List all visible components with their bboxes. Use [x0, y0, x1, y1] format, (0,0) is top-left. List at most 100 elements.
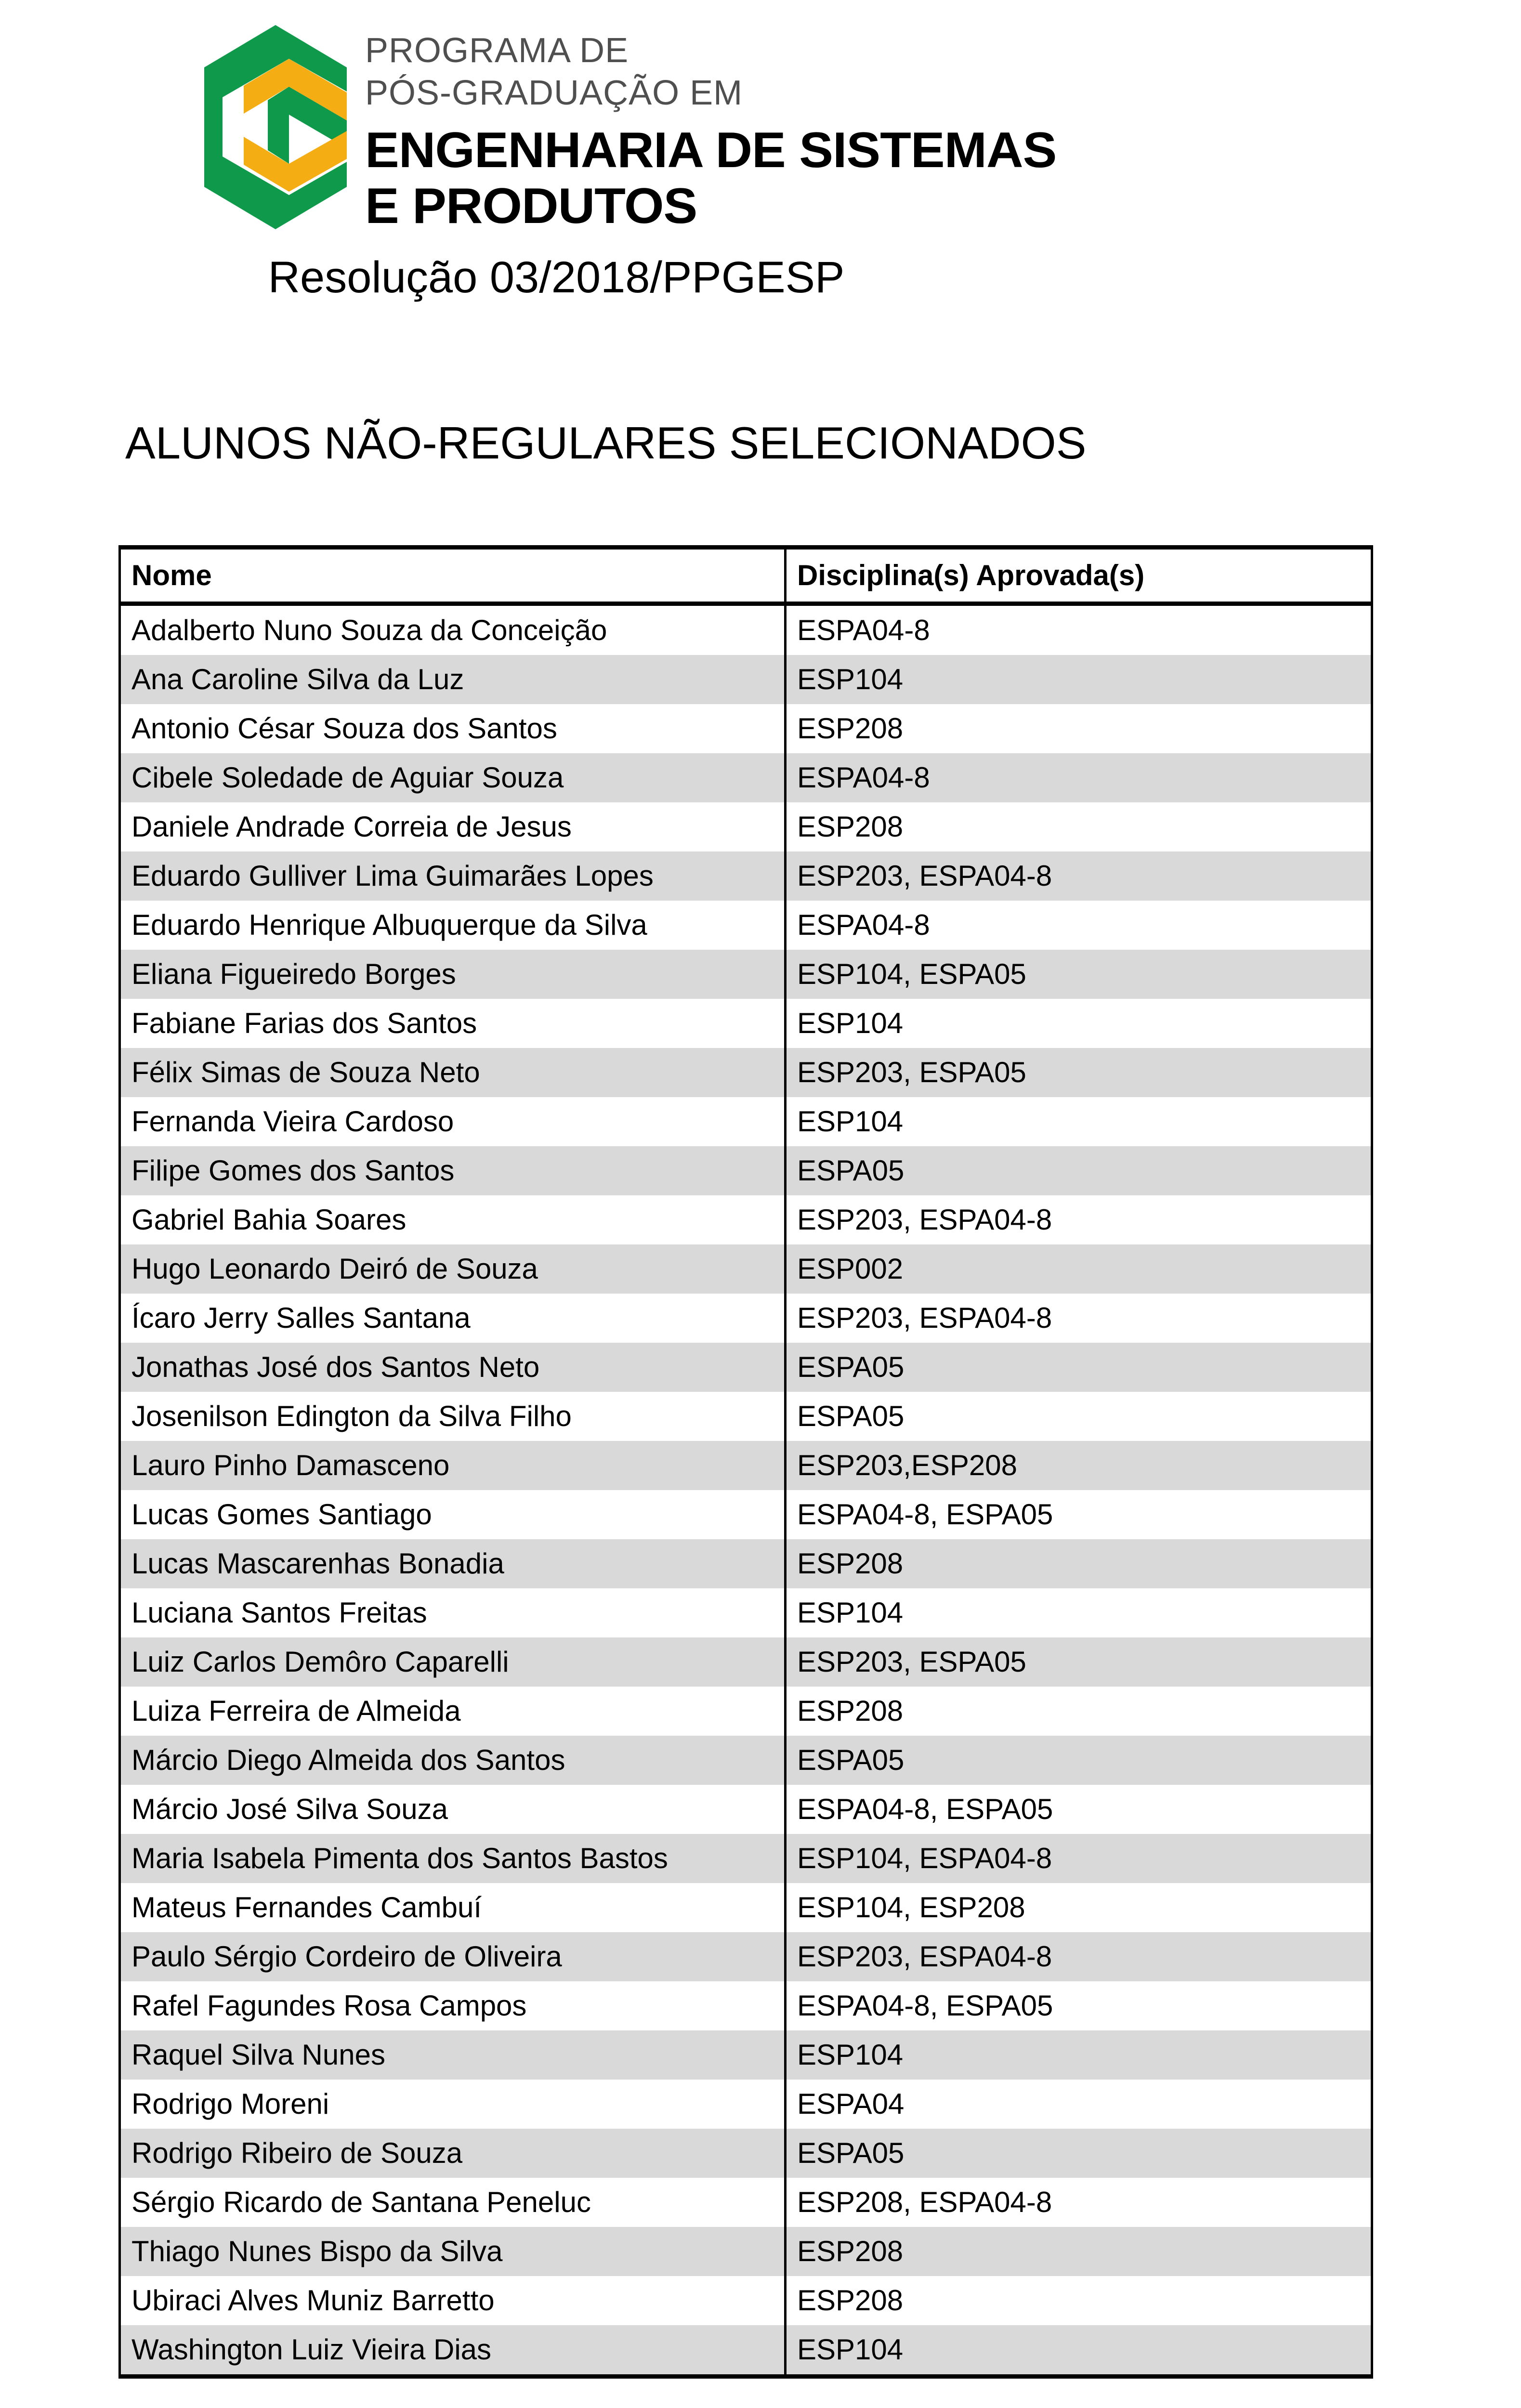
cell-nome: Filipe Gomes dos Santos — [118, 1146, 787, 1195]
cell-nome: Fernanda Vieira Cardoso — [118, 1097, 787, 1146]
cell-nome: Sérgio Ricardo de Santana Peneluc — [118, 2178, 787, 2227]
table-row: Márcio Diego Almeida dos Santos ESPA05 — [118, 1736, 1373, 1785]
cell-disciplinas: ESPA04-8, ESPA05 — [784, 1490, 1373, 1539]
cell-nome: Adalberto Nuno Souza da Conceição — [118, 603, 787, 655]
table-row: Thiago Nunes Bispo da Silva ESP208 — [118, 2227, 1373, 2276]
table-row: Lauro Pinho Damasceno ESP203,ESP208 — [118, 1441, 1373, 1490]
table-row: Maria Isabela Pimenta dos Santos Bastos E… — [118, 1834, 1373, 1883]
cell-disciplinas: ESP104 — [784, 655, 1373, 704]
column-header-disciplinas: Disciplina(s) Aprovada(s) — [784, 545, 1373, 606]
table-row: Cibele Soledade de Aguiar Souza ESPA04-8 — [118, 753, 1373, 802]
cell-nome: Luciana Santos Freitas — [118, 1588, 787, 1637]
cell-nome: Félix Simas de Souza Neto — [118, 1048, 787, 1097]
table-row: Filipe Gomes dos Santos ESPA05 — [118, 1146, 1373, 1195]
logo-line-e-produtos: E PRODUTOS — [365, 178, 697, 235]
table-row: Hugo Leonardo Deiró de Souza ESP002 — [118, 1244, 1373, 1294]
cell-disciplinas: ESPA04-8 — [784, 901, 1373, 950]
cell-disciplinas: ESPA05 — [784, 1146, 1373, 1195]
table-row: Luiz Carlos Demôro Caparelli ESP203, ESPA… — [118, 1637, 1373, 1687]
cell-disciplinas: ESP104 — [784, 2325, 1373, 2379]
table-row: Rodrigo Ribeiro de Souza ESPA05 — [118, 2129, 1373, 2178]
cell-nome: Eduardo Gulliver Lima Guimarães Lopes — [118, 851, 787, 901]
program-logo-header: PROGRAMA DE PÓS-GRADUAÇÃO EM ENGENHARIA … — [202, 19, 1057, 235]
cell-nome: Márcio José Silva Souza — [118, 1785, 787, 1834]
cell-disciplinas: ESP203, ESPA04-8 — [784, 1195, 1373, 1244]
table-row: Ícaro Jerry Salles Santana ESP203, ESPA04… — [118, 1294, 1373, 1343]
table-row: Jonathas José dos Santos Neto ESPA05 — [118, 1343, 1373, 1392]
cell-nome: Washington Luiz Vieira Dias — [118, 2325, 787, 2379]
section-heading: ALUNOS NÃO-REGULARES SELECIONADOS — [125, 418, 1087, 468]
document-title: Resolução 03/2018/PPGESP — [268, 253, 845, 302]
table-row: Fernanda Vieira Cardoso ESP104 — [118, 1097, 1373, 1146]
cell-nome: Márcio Diego Almeida dos Santos — [118, 1736, 787, 1785]
table-row: Mateus Fernandes Cambuí ESP104, ESP208 — [118, 1883, 1373, 1932]
cell-nome: Ubiraci Alves Muniz Barretto — [118, 2276, 787, 2325]
cell-nome: Josenilson Edington da Silva Filho — [118, 1392, 787, 1441]
cell-nome: Hugo Leonardo Deiró de Souza — [118, 1244, 787, 1294]
table-row: Lucas Gomes Santiago ESPA04-8, ESPA05 — [118, 1490, 1373, 1539]
table-row: Eliana Figueiredo Borges ESP104, ESPA05 — [118, 950, 1373, 999]
cell-nome: Paulo Sérgio Cordeiro de Oliveira — [118, 1932, 787, 1981]
cell-disciplinas: ESP104 — [784, 999, 1373, 1048]
cell-nome: Mateus Fernandes Cambuí — [118, 1883, 787, 1932]
cell-disciplinas: ESP203, ESPA04-8 — [784, 1932, 1373, 1981]
table-row: Antonio César Souza dos Santos ESP208 — [118, 704, 1373, 753]
cell-disciplinas: ESP203, ESPA04-8 — [784, 851, 1373, 901]
cell-nome: Lucas Gomes Santiago — [118, 1490, 787, 1539]
cell-nome: Eliana Figueiredo Borges — [118, 950, 787, 999]
cell-disciplinas: ESPA04-8 — [784, 603, 1373, 655]
cell-disciplinas: ESP208, ESPA04-8 — [784, 2178, 1373, 2227]
cell-nome: Raquel Silva Nunes — [118, 2030, 787, 2080]
cell-nome: Jonathas José dos Santos Neto — [118, 1343, 787, 1392]
cell-nome: Thiago Nunes Bispo da Silva — [118, 2227, 787, 2276]
selected-students-table: Nome Disciplina(s) Aprovada(s) Adalberto… — [118, 545, 1373, 2379]
column-header-nome: Nome — [118, 545, 787, 606]
cell-nome: Maria Isabela Pimenta dos Santos Bastos — [118, 1834, 787, 1883]
table-row: Luciana Santos Freitas ESP104 — [118, 1588, 1373, 1637]
logo-line-engenharia-de-sistemas: ENGENHARIA DE SISTEMAS — [365, 122, 1057, 178]
cell-disciplinas: ESP208 — [784, 1687, 1373, 1736]
cell-nome: Rafel Fagundes Rosa Campos — [118, 1981, 787, 2030]
cell-disciplinas: ESP104 — [784, 1097, 1373, 1146]
cell-disciplinas: ESP203, ESPA04-8 — [784, 1294, 1373, 1343]
table-header-row: Nome Disciplina(s) Aprovada(s) — [118, 545, 1373, 606]
table-row: Ana Caroline Silva da Luz ESP104 — [118, 655, 1373, 704]
cell-disciplinas: ESPA04-8, ESPA05 — [784, 1981, 1373, 2030]
table-row: Ubiraci Alves Muniz Barretto ESP208 — [118, 2276, 1373, 2325]
logo-line-pos-graduacao: PÓS-GRADUAÇÃO EM — [365, 73, 743, 112]
table-row: Lucas Mascarenhas Bonadia ESP208 — [118, 1539, 1373, 1588]
table-row: Eduardo Henrique Albuquerque da Silva ESP… — [118, 901, 1373, 950]
logo-wordmark: PROGRAMA DE PÓS-GRADUAÇÃO EM ENGENHARIA … — [365, 30, 1057, 235]
cell-disciplinas: ESPA05 — [784, 2129, 1373, 2178]
cell-nome: Antonio César Souza dos Santos — [118, 704, 787, 753]
cell-disciplinas: ESP104 — [784, 1588, 1373, 1637]
cell-nome: Ícaro Jerry Salles Santana — [118, 1294, 787, 1343]
cell-nome: Eduardo Henrique Albuquerque da Silva — [118, 901, 787, 950]
cell-nome: Rodrigo Moreni — [118, 2080, 787, 2129]
table-row: Eduardo Gulliver Lima Guimarães Lopes ESP… — [118, 851, 1373, 901]
cell-disciplinas: ESP203, ESPA05 — [784, 1637, 1373, 1687]
table-row: Rodrigo Moreni ESPA04 — [118, 2080, 1373, 2129]
cell-disciplinas: ESP104, ESP208 — [784, 1883, 1373, 1932]
ppgesp-hexagon-c-logo-icon — [204, 25, 347, 229]
cell-disciplinas: ESP208 — [784, 2227, 1373, 2276]
cell-disciplinas: ESP208 — [784, 802, 1373, 851]
cell-disciplinas: ESPA04-8 — [784, 753, 1373, 802]
cell-nome: Fabiane Farias dos Santos — [118, 999, 787, 1048]
table-header: Nome Disciplina(s) Aprovada(s) — [118, 545, 1373, 606]
table-row: Luiza Ferreira de Almeida ESP208 — [118, 1687, 1373, 1736]
cell-disciplinas: ESPA05 — [784, 1736, 1373, 1785]
cell-nome: Ana Caroline Silva da Luz — [118, 655, 787, 704]
cell-disciplinas: ESPA04-8, ESPA05 — [784, 1785, 1373, 1834]
cell-disciplinas: ESP208 — [784, 704, 1373, 753]
cell-nome: Rodrigo Ribeiro de Souza — [118, 2129, 787, 2178]
table-row: Daniele Andrade Correia de Jesus ESP208 — [118, 802, 1373, 851]
cell-nome: Lucas Mascarenhas Bonadia — [118, 1539, 787, 1588]
cell-disciplinas: ESPA05 — [784, 1392, 1373, 1441]
table-row: Gabriel Bahia Soares ESP203, ESPA04-8 — [118, 1195, 1373, 1244]
table-row: Raquel Silva Nunes ESP104 — [118, 2030, 1373, 2080]
table-row: Félix Simas de Souza Neto ESP203, ESPA05 — [118, 1048, 1373, 1097]
cell-disciplinas: ESP203,ESP208 — [784, 1441, 1373, 1490]
cell-disciplinas: ESPA04 — [784, 2080, 1373, 2129]
